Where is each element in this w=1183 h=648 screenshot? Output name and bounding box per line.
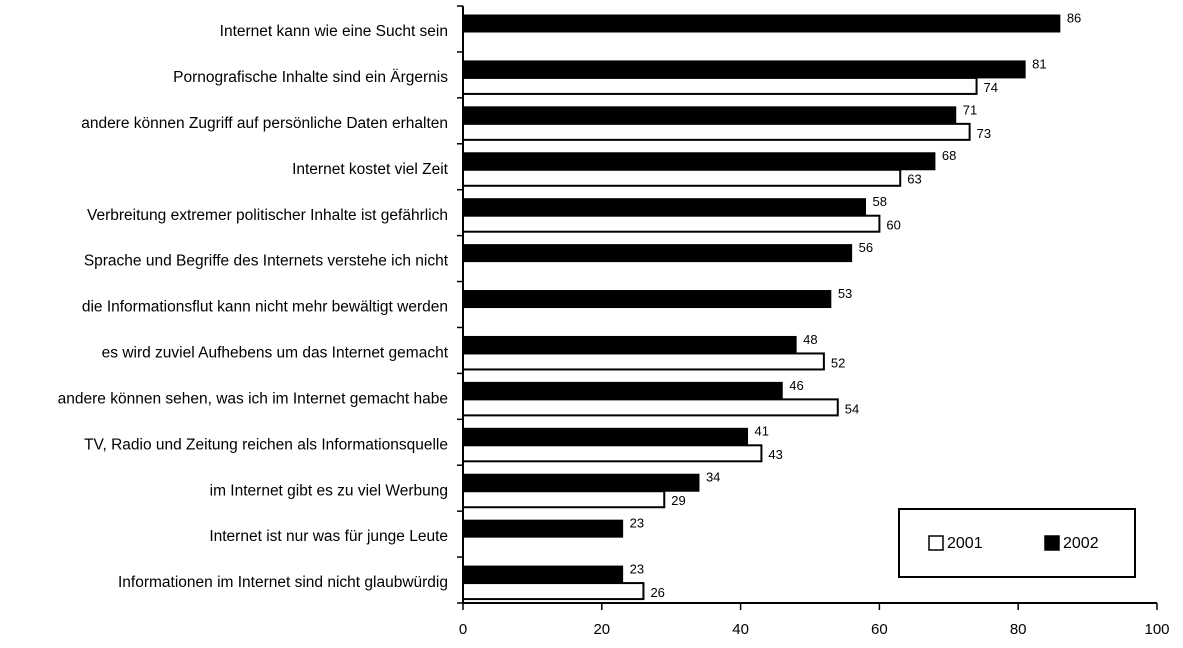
value-label-2002: 56: [859, 240, 873, 255]
bar-2002: [462, 244, 853, 263]
value-label-2002: 34: [706, 470, 720, 485]
bar-2001: [462, 76, 978, 95]
value-label-2002: 81: [1032, 56, 1046, 71]
bar-2002: [462, 427, 749, 446]
value-label-2002: 46: [789, 378, 803, 393]
bar-2002: [462, 473, 700, 492]
legend-swatch-2002: [1044, 535, 1060, 551]
value-label-2002: 23: [630, 516, 644, 531]
value-label-2002: 58: [873, 194, 887, 209]
bar-2001: [462, 352, 825, 371]
bar-2002: [462, 14, 1061, 33]
x-tick-label: 100: [1144, 621, 1169, 638]
value-label-2001: 43: [768, 447, 782, 462]
value-label-2002: 23: [630, 562, 644, 577]
category-label: Internet kostet viel Zeit: [292, 161, 449, 178]
legend-swatch-2001: [928, 535, 944, 551]
x-tick-label: 20: [593, 621, 610, 638]
category-label: im Internet gibt es zu viel Werbung: [210, 482, 448, 499]
value-label-2001: 54: [845, 401, 859, 416]
bar-2001: [462, 490, 666, 509]
category-label: Pornografische Inhalte sind ein Ärgernis: [173, 69, 448, 86]
legend-label-2002: 2002: [1063, 535, 1099, 552]
value-label-2001: 29: [671, 493, 685, 508]
category-label: es wird zuviel Aufhebens um das Internet…: [102, 345, 449, 362]
x-tick-label: 80: [1010, 621, 1027, 638]
value-label-2002: 71: [963, 102, 977, 117]
value-label-2002: 53: [838, 286, 852, 301]
x-tick-label: 40: [732, 621, 749, 638]
bar-2001: [462, 398, 839, 417]
bar-2002: [462, 335, 797, 354]
value-label-2001: 52: [831, 355, 845, 370]
category-label: andere können sehen, was ich im Internet…: [58, 390, 448, 407]
category-label: Sprache und Begriffe des Internets verst…: [84, 253, 449, 270]
x-tick-label: 0: [459, 621, 467, 638]
value-label-2002: 48: [803, 332, 817, 347]
bar-2001: [462, 122, 971, 141]
value-label-2002: 68: [942, 148, 956, 163]
bar-2002: [462, 290, 832, 309]
category-label: Internet kann wie eine Sucht sein: [220, 23, 448, 40]
value-label-2001: 74: [984, 80, 998, 95]
bar-2001: [462, 582, 645, 601]
category-label: Internet ist nur was für junge Leute: [209, 528, 448, 545]
value-label-2001: 26: [650, 585, 664, 600]
bar-2001: [462, 444, 763, 463]
bar-2001: [462, 214, 881, 233]
bar-2002: [462, 198, 867, 217]
value-label-2001: 63: [907, 172, 921, 187]
value-label-2001: 60: [886, 218, 900, 233]
category-label: die Informationsflut kann nicht mehr bew…: [82, 299, 448, 316]
value-label-2001: 73: [977, 126, 991, 141]
bar-2002: [462, 519, 624, 538]
legend-label-2001: 2001: [947, 535, 983, 552]
category-label: Informationen im Internet sind nicht gla…: [118, 574, 448, 591]
category-label: andere können Zugriff auf persönliche Da…: [81, 115, 448, 132]
bar-2002: [462, 565, 624, 584]
category-label: Verbreitung extremer politischer Inhalte…: [87, 207, 448, 224]
bar-2002: [462, 381, 783, 400]
x-tick-label: 60: [871, 621, 888, 638]
bar-2002: [462, 152, 936, 171]
category-label: TV, Radio und Zeitung reichen als Inform…: [84, 436, 448, 453]
value-label-2002: 41: [755, 424, 769, 439]
bar-2002: [462, 106, 957, 125]
bar-2001: [462, 168, 902, 187]
value-label-2002: 86: [1067, 10, 1081, 25]
bar-2002: [462, 60, 1026, 79]
